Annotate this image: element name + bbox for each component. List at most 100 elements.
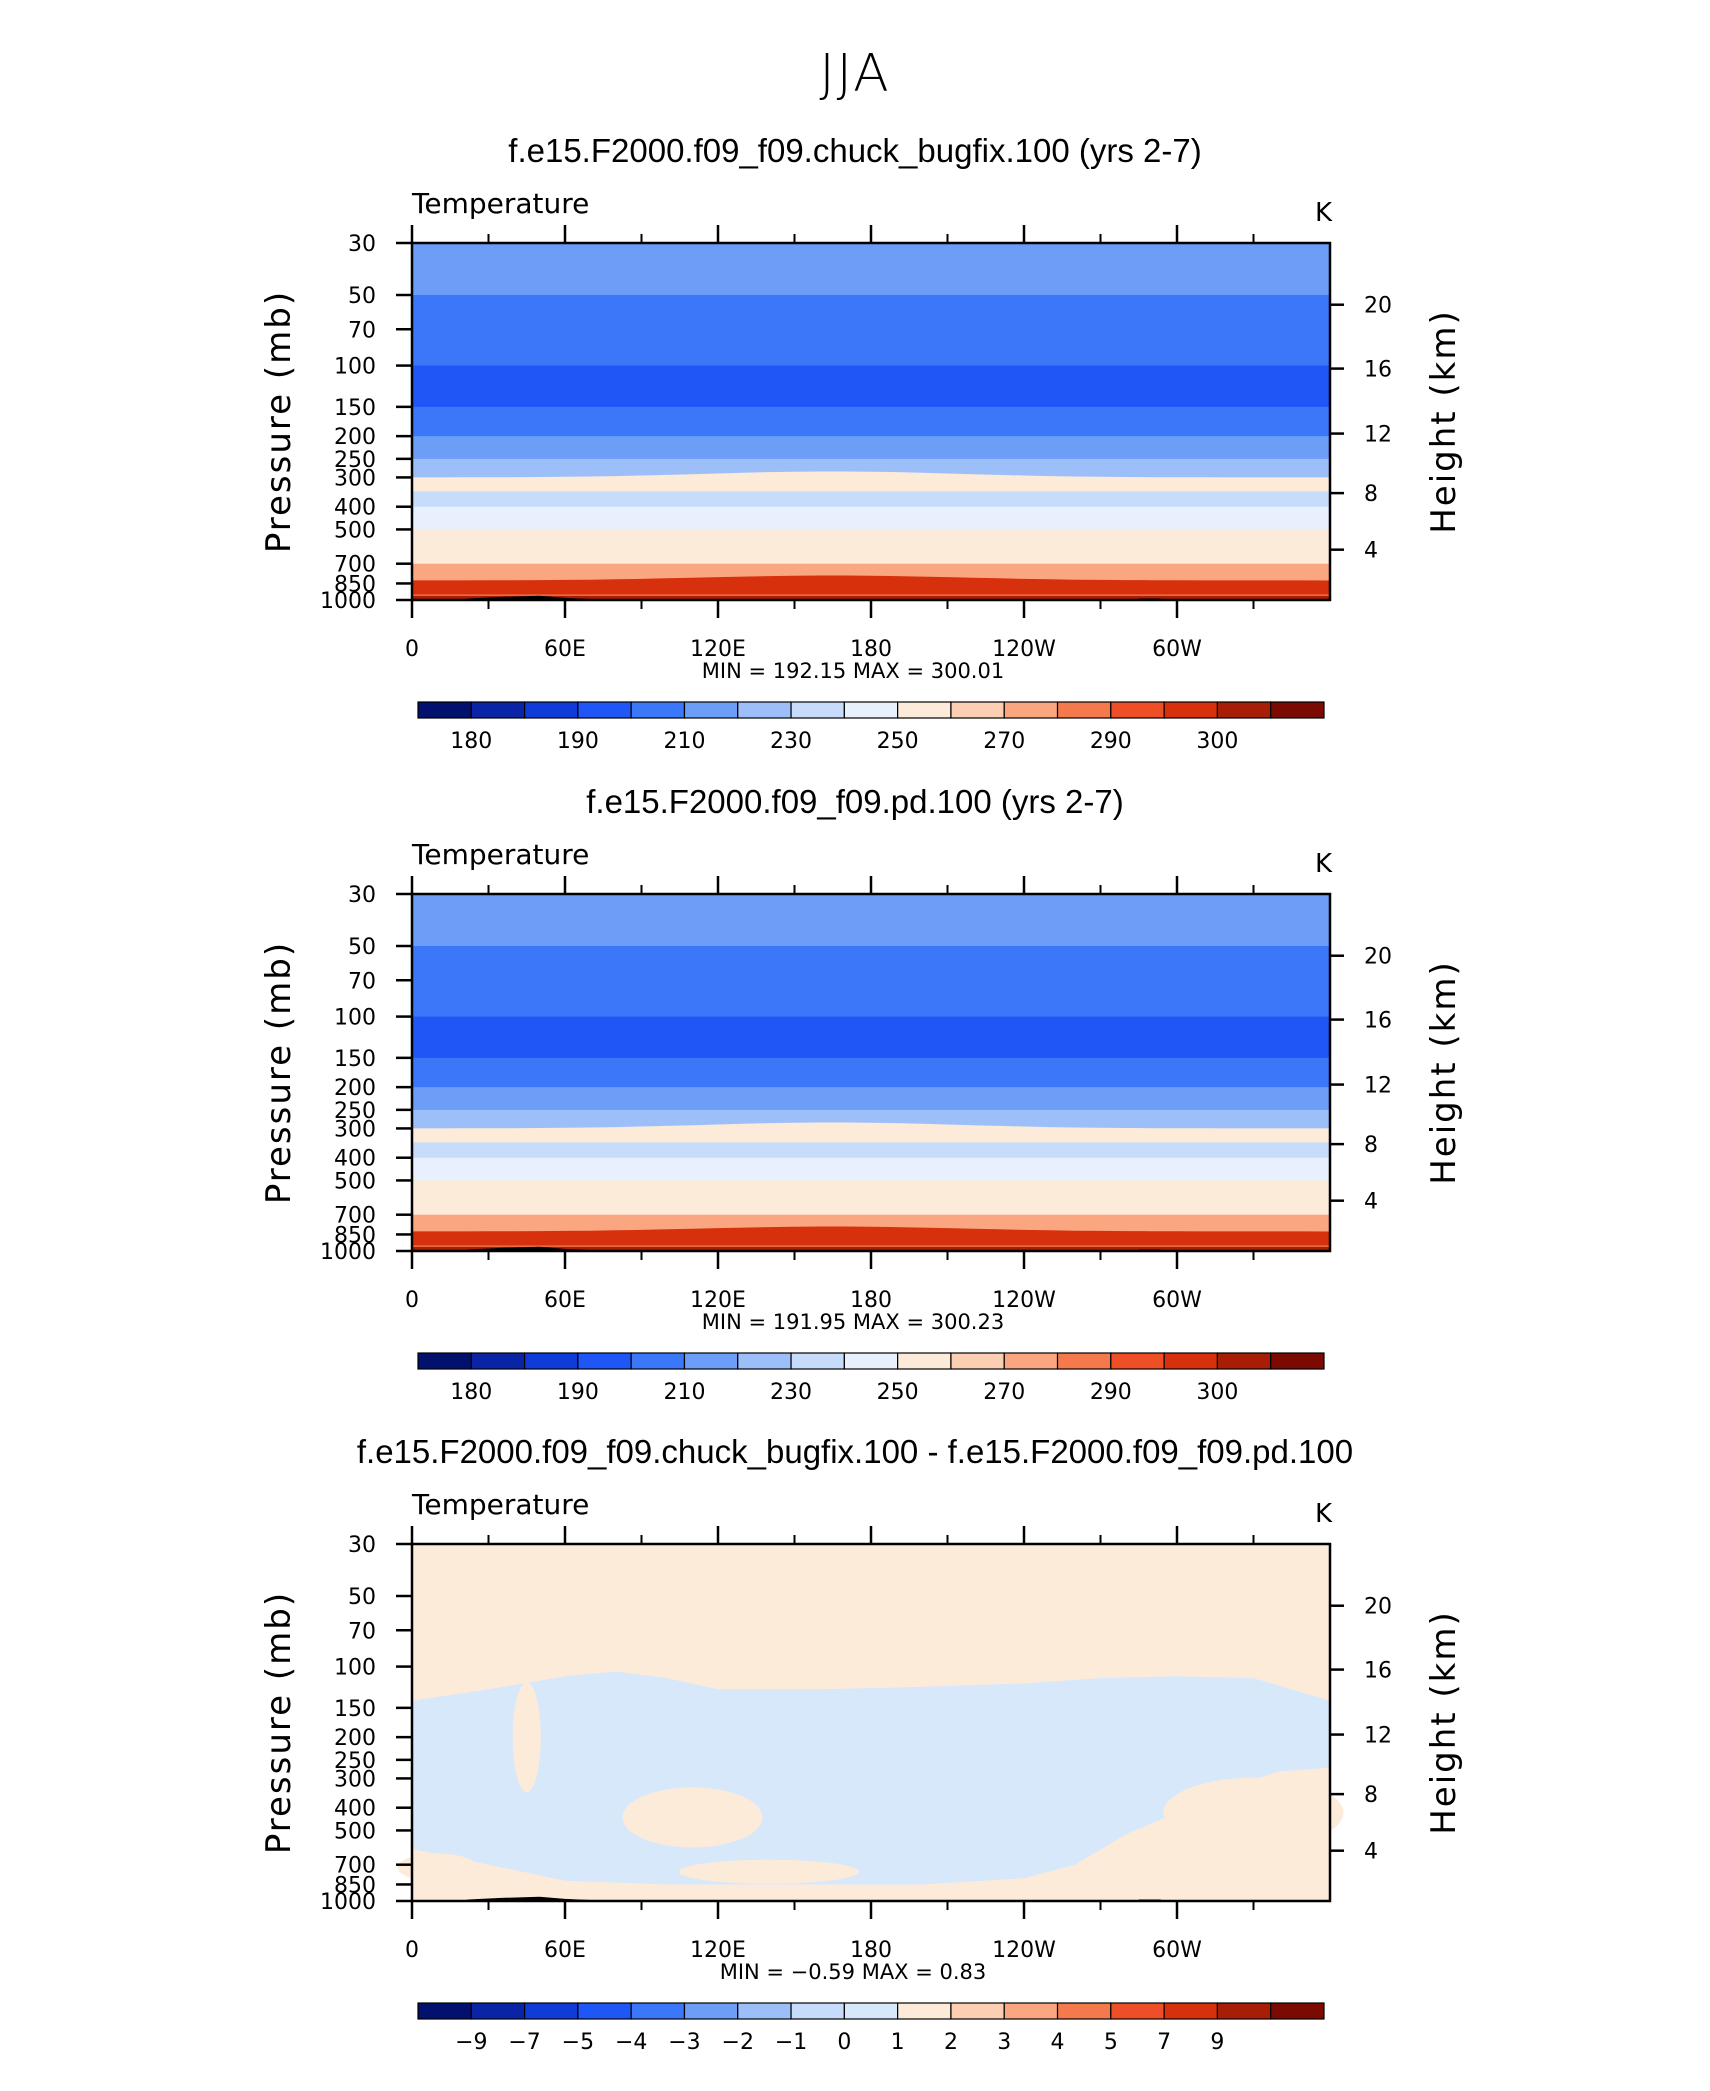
y-axis-label: Pressure (mb) (259, 1591, 299, 1854)
colorbar-label: 230 (770, 1380, 812, 1405)
colorbar-box (897, 1352, 952, 1370)
y-tick-label: 150 (334, 1697, 376, 1722)
colorbar-label: −4 (615, 2030, 647, 2055)
min-max-stats: MIN = 191.95 MAX = 300.23 (702, 1310, 1004, 1334)
field-band (412, 329, 1330, 367)
colorbar-label: 210 (663, 729, 705, 754)
colorbar-label: 300 (1196, 729, 1238, 754)
colorbar-label: 250 (877, 1380, 919, 1405)
colorbar-box (1056, 1352, 1112, 1370)
y-tick-label: 1000 (320, 1890, 376, 1915)
field-band (412, 365, 1330, 408)
y-tick-label: 250 (334, 1099, 376, 1124)
variable-label: Temperature (411, 187, 589, 220)
colorbar-box (523, 701, 579, 719)
colorbar-label: 250 (877, 729, 919, 754)
colorbar-box (1270, 701, 1325, 719)
y2-tick-label: 16 (1364, 1659, 1392, 1684)
colorbar-label: 270 (983, 1380, 1025, 1405)
colorbar-box (1216, 2002, 1272, 2020)
y-tick-label: 850 (334, 1223, 376, 1248)
y2-tick-label: 8 (1364, 1133, 1378, 1158)
positive-region (679, 1859, 859, 1884)
y-axis-label: Pressure (mb) (259, 941, 299, 1204)
contour-field (397, 1544, 1344, 1901)
units-label: K (1315, 1499, 1333, 1529)
colorbar-box (417, 1352, 472, 1370)
field-band (412, 894, 1330, 924)
colorbar-label: 190 (557, 729, 599, 754)
field-band (412, 575, 1330, 595)
y2-tick-label: 20 (1364, 945, 1392, 970)
colorbar-label: 3 (997, 2030, 1011, 2055)
colorbar-label: −2 (722, 2030, 754, 2055)
y2-tick-label: 8 (1364, 482, 1378, 507)
y2-tick-label: 12 (1364, 1074, 1392, 1099)
colorbar-box (1003, 1352, 1059, 1370)
colorbar-label: 5 (1104, 2030, 1118, 2055)
colorbar-box (523, 1352, 579, 1370)
field-band (412, 1016, 1330, 1059)
colorbar-box (683, 2002, 739, 2020)
x-tick-label: 60W (1152, 637, 1202, 662)
colorbar-box (843, 2002, 899, 2020)
colorbar-box (1003, 701, 1059, 719)
field-band (412, 1226, 1330, 1246)
field-band (412, 595, 1330, 600)
colorbar-box (1270, 2002, 1325, 2020)
y-tick-label: 700 (334, 1204, 376, 1229)
colorbar-label: 230 (770, 729, 812, 754)
y-tick-label: 70 (348, 1619, 376, 1644)
colorbar-box (897, 2002, 952, 2020)
panel-2-chart: 0 60E 120E 180 120W 60W3050701001502002503004… (259, 838, 1464, 1405)
colorbar-box (1216, 1352, 1272, 1370)
y2-axis-label: Height (km) (1424, 1610, 1464, 1835)
y-tick-label: 400 (334, 1147, 376, 1172)
x-tick-label: 60E (544, 1938, 586, 1963)
colorbar-box (790, 701, 845, 719)
panel-1-title: f.e15.F2000.f09_f09.chuck_bugfix.100 (yr… (508, 132, 1202, 169)
y2-tick-label: 4 (1364, 1840, 1378, 1865)
x-tick-label: 120W (992, 637, 1056, 662)
field-band (412, 1057, 1330, 1088)
colorbar-label: −7 (508, 2030, 540, 2055)
colorbar-box (470, 1352, 526, 1370)
colorbar: 180 190 210 230 250 270 290 300 (417, 701, 1325, 754)
y-tick-label: 50 (348, 1585, 376, 1610)
colorbar-box (577, 2002, 632, 2020)
colorbar-label: 180 (450, 729, 492, 754)
field-band (412, 1246, 1330, 1251)
y-tick-label: 500 (334, 1819, 376, 1844)
colorbar-box (470, 2002, 526, 2020)
colorbar-box (630, 2002, 686, 2020)
colorbar-box (843, 701, 899, 719)
colorbar-box (950, 701, 1005, 719)
colorbar-label: 270 (983, 729, 1025, 754)
colorbar: 180 190 210 230 250 270 290 300 (417, 1352, 1325, 1405)
field-band (412, 436, 1330, 460)
x-tick-label: 0 (405, 637, 419, 662)
y-tick-label: 200 (334, 1726, 376, 1751)
colorbar-box (1056, 2002, 1112, 2020)
colorbar-label: 1 (891, 2030, 905, 2055)
y-tick-label: 300 (334, 1117, 376, 1142)
y-tick-label: 700 (334, 1854, 376, 1879)
y-tick-label: 300 (334, 466, 376, 491)
colorbar-label: 0 (837, 2030, 851, 2055)
y-tick-label: 150 (334, 396, 376, 421)
panel-3-chart: 0 60E 120E 180 120W 60W3050701001502002503004… (259, 1488, 1464, 2055)
y-tick-label: 500 (334, 518, 376, 543)
field-band (412, 1109, 1330, 1130)
field-band (412, 923, 1330, 947)
y-tick-label: 850 (334, 572, 376, 597)
min-max-stats: MIN = −0.59 MAX = 0.83 (720, 1960, 987, 1984)
colorbar-box (737, 1352, 792, 1370)
field-band (412, 980, 1330, 1018)
x-tick-label: 0 (405, 1938, 419, 1963)
colorbar-label: 300 (1196, 1380, 1238, 1405)
y-tick-label: 400 (334, 1797, 376, 1822)
contour-field (412, 894, 1330, 1252)
x-tick-label: 120W (992, 1288, 1056, 1313)
colorbar-box (1216, 701, 1272, 719)
y-tick-label: 50 (348, 935, 376, 960)
